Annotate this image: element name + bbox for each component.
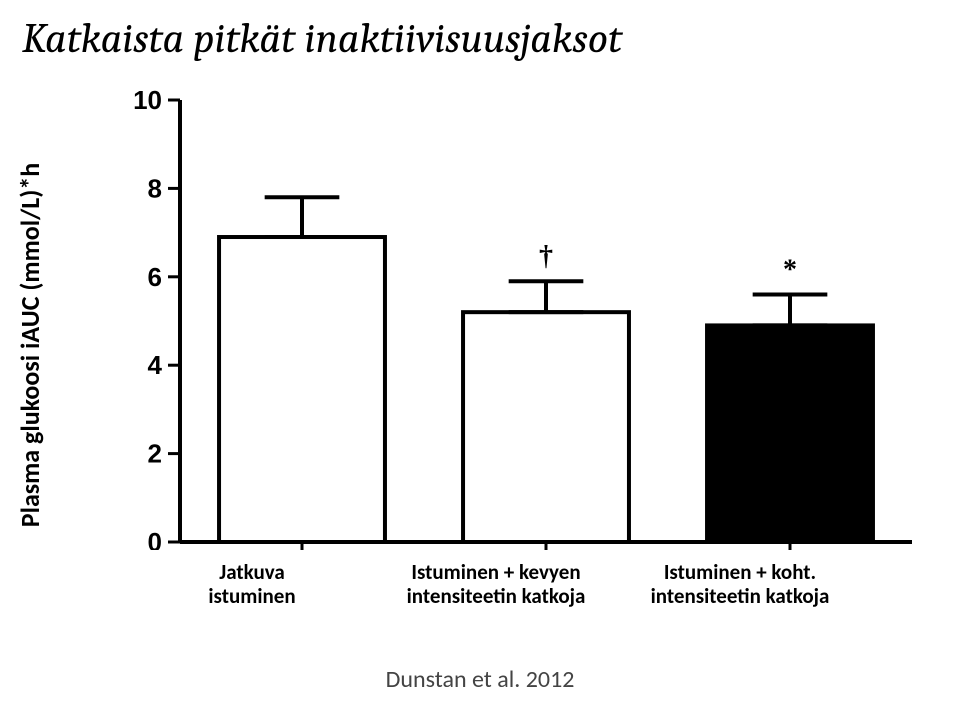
x-axis-label: Jatkuva istuminen [130, 560, 374, 608]
significance-marker: † [539, 241, 553, 272]
svg-text:10: 10 [133, 90, 162, 115]
bar-chart: Plasma glukoosi iAUC (mmol/L)*h 0246810†… [40, 90, 920, 600]
svg-text:4: 4 [148, 350, 163, 380]
y-axis-label: Plasma glukoosi iAUC (mmol/L)*h [14, 163, 46, 528]
x-axis-label: Istuminen + kevyen intensiteetin katkoja [374, 560, 618, 608]
bar [463, 312, 629, 542]
significance-marker: * [783, 254, 797, 285]
svg-text:2: 2 [148, 439, 162, 469]
page-title: Katkaista pitkät inaktiivisuusjaksot [22, 14, 622, 63]
svg-text:6: 6 [148, 262, 162, 292]
chart-svg: 0 2 4 6 8 10 † * [130, 90, 920, 550]
citation-text: Dunstan et al. 2012 [0, 665, 960, 694]
bar [219, 237, 385, 542]
bar [707, 325, 873, 542]
x-axis-label: Istuminen + koht. intensiteetin katkoja [618, 560, 862, 608]
svg-text:0: 0 [148, 527, 162, 550]
svg-text:8: 8 [148, 173, 162, 203]
